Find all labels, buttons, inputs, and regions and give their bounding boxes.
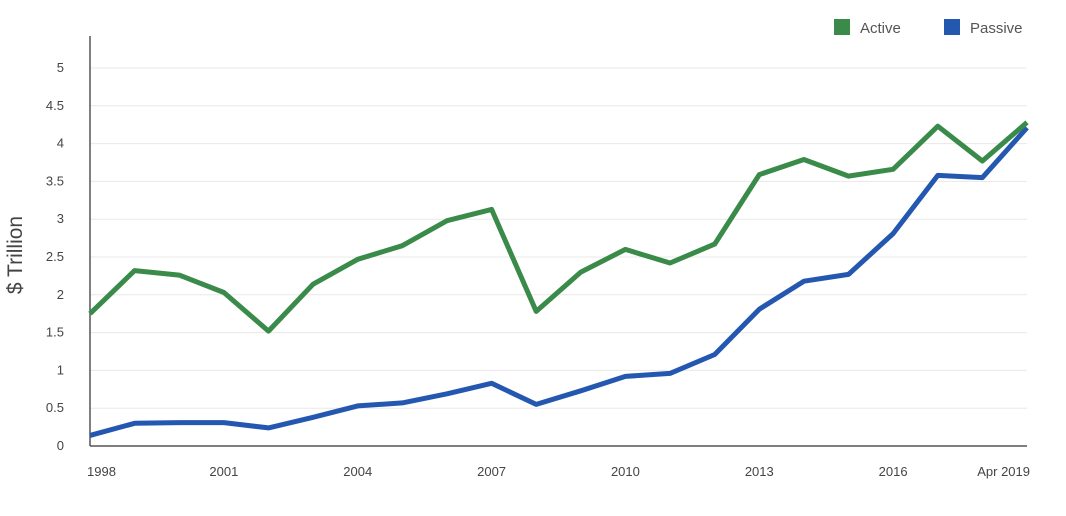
legend-item-active: Active <box>834 19 901 37</box>
y-tick-label: 1.5 <box>46 325 64 340</box>
x-tick-label: 2010 <box>611 464 640 479</box>
grid <box>90 67 1027 409</box>
y-tick-label: 0.5 <box>46 400 64 415</box>
y-tick-label: 4.5 <box>46 98 64 113</box>
legend-label: Active <box>860 20 901 37</box>
y-tick-label: 5 <box>57 60 64 75</box>
legend-item-passive: Passive <box>944 19 1023 37</box>
y-tick-label: 1 <box>57 362 64 377</box>
series-line-active <box>88 120 1029 334</box>
y-tick-label: 4 <box>57 136 64 151</box>
legend-swatch <box>944 19 960 35</box>
y-tick-label: 3.5 <box>46 173 64 188</box>
y-tick-label: 0 <box>57 438 64 453</box>
legend: Active Passive <box>834 19 1023 37</box>
y-tick-label: 2 <box>57 287 64 302</box>
x-tick-label: 2004 <box>343 464 372 479</box>
series <box>88 120 1029 438</box>
x-tick-label: 2013 <box>745 464 774 479</box>
legend-swatch <box>834 19 850 35</box>
x-tick-label: 2001 <box>209 464 238 479</box>
x-tick-label: 2016 <box>879 464 908 479</box>
legend-label: Passive <box>970 20 1023 37</box>
axes <box>89 36 1027 447</box>
y-tick-label: 3 <box>57 211 64 226</box>
y-tick-labels: 0 0.5 1 1.5 2 2.5 3 3.5 4 4.5 5 <box>46 60 64 453</box>
x-tick-label: 2007 <box>477 464 506 479</box>
x-tick-label: 1998 <box>87 464 116 479</box>
x-tick-labels: 1998 2001 2004 2007 2010 2013 2016 Apr 2019 <box>87 464 1030 479</box>
y-tick-label: 2.5 <box>46 249 64 264</box>
x-tick-label: Apr 2019 <box>977 464 1030 479</box>
y-axis-label: $ Trillion <box>4 216 27 294</box>
series-line-passive <box>89 126 1029 438</box>
